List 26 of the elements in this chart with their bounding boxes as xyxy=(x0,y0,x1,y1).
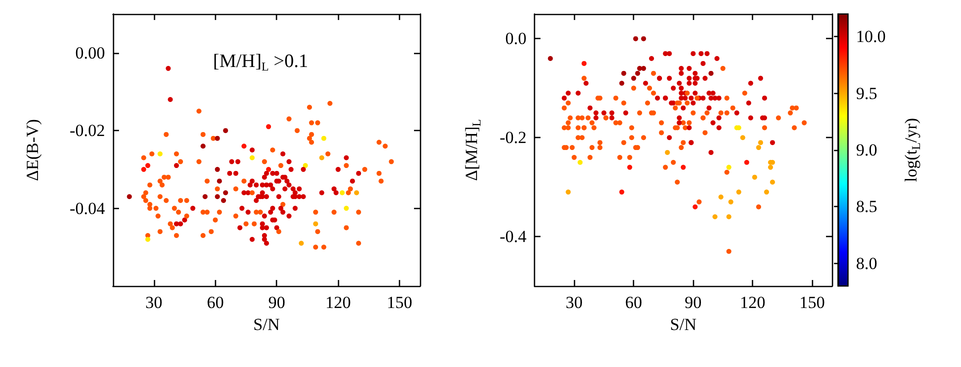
y-tick-label: -0.2 xyxy=(500,128,526,148)
color-bar-label: 10.0 xyxy=(856,27,886,46)
x-tick-label: 90 xyxy=(684,293,702,312)
y-axis-title: Δ[M/H]L xyxy=(462,119,484,181)
x-tick-label: 30 xyxy=(566,293,583,312)
x-tick-label: 120 xyxy=(740,293,766,312)
x-tick-label: 60 xyxy=(206,293,224,312)
y-tick-label: -0.04 xyxy=(70,198,106,218)
y-axis-title: ΔE(B-V) xyxy=(23,119,42,181)
y-tick-label: -0.02 xyxy=(70,121,105,140)
color-bar-label: 9.0 xyxy=(856,140,878,160)
x-axis-title: S/N xyxy=(253,315,280,334)
x-tick-label: 150 xyxy=(799,293,825,312)
y-tick-label: 0.00 xyxy=(75,43,105,62)
x-tick-label: 150 xyxy=(386,293,412,312)
x-tick-label: 30 xyxy=(145,293,162,312)
y-tick-label: 0.0 xyxy=(505,29,526,48)
color-bar-label: 8.0 xyxy=(856,254,878,273)
color-bar-title: log(tL/yr) xyxy=(902,118,923,182)
color-bar-label: 8.5 xyxy=(856,197,878,216)
y-tick-label: -0.4 xyxy=(500,227,527,246)
x-tick-label: 60 xyxy=(625,293,642,312)
x-tick-label: 120 xyxy=(325,293,351,312)
x-axis-title: S/N xyxy=(670,315,696,334)
color-bar-label: 9.5 xyxy=(856,84,878,103)
x-tick-label: 90 xyxy=(268,293,286,312)
